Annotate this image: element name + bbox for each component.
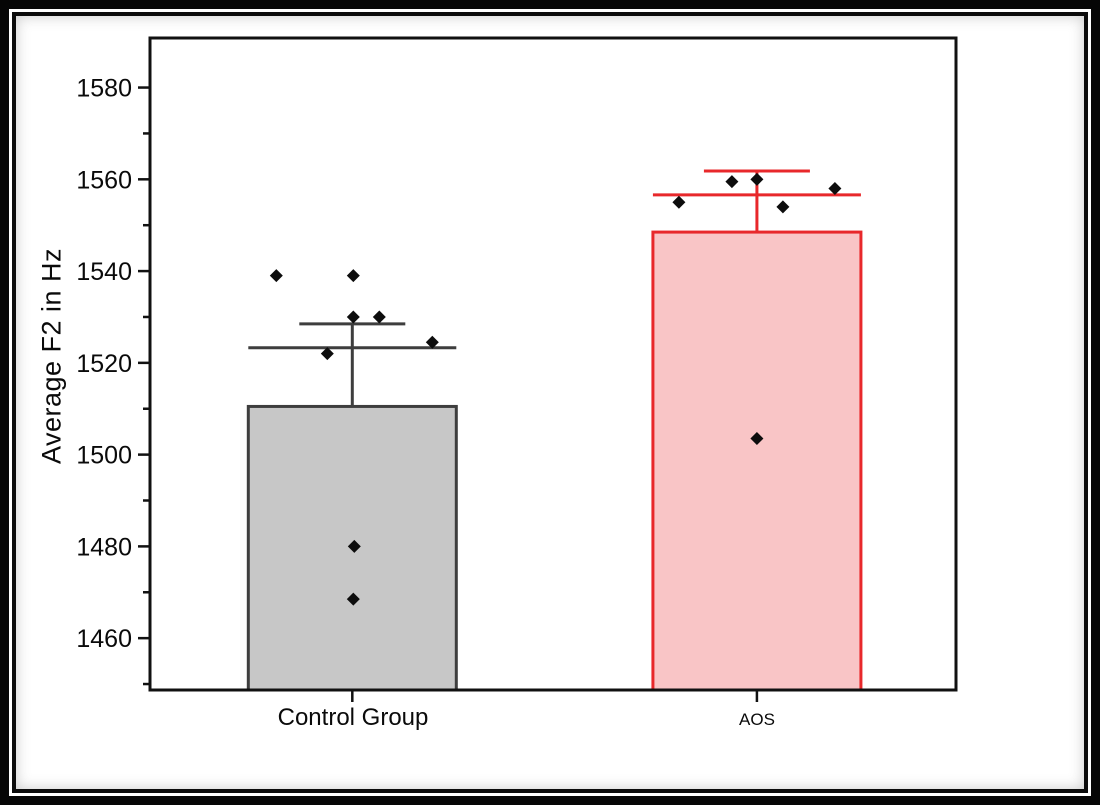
data-point-diamond [347,539,361,553]
data-point-diamond [750,172,764,186]
data-point-diamond [320,347,334,361]
data-point-diamond [269,269,283,283]
data-point-diamond [776,200,790,214]
x-tick-label-aos: AOS [739,710,775,729]
y-tick-label: 1500 [76,442,132,470]
y-tick-label: 1460 [76,625,132,653]
y-tick-label: 1520 [76,350,132,378]
data-point-diamond [346,310,360,324]
y-tick-label: 1580 [76,75,132,103]
data-point-diamond [828,181,842,195]
data-point-diamond [346,269,360,283]
y-tick-label: 1560 [76,166,132,194]
data-point-diamond [725,175,739,189]
bar-aos [651,230,863,692]
data-point-diamond [672,195,686,209]
data-point-diamond [425,335,439,349]
x-tick-label-control-group: Control Group [277,704,429,731]
y-tick-label: 1480 [76,533,132,561]
y-axis-title: Average F2 in Hz [36,247,67,465]
data-point-diamond [750,432,764,446]
data-point-diamond [346,592,360,606]
data-point-diamond [372,310,386,324]
y-tick-label: 1540 [76,258,132,286]
